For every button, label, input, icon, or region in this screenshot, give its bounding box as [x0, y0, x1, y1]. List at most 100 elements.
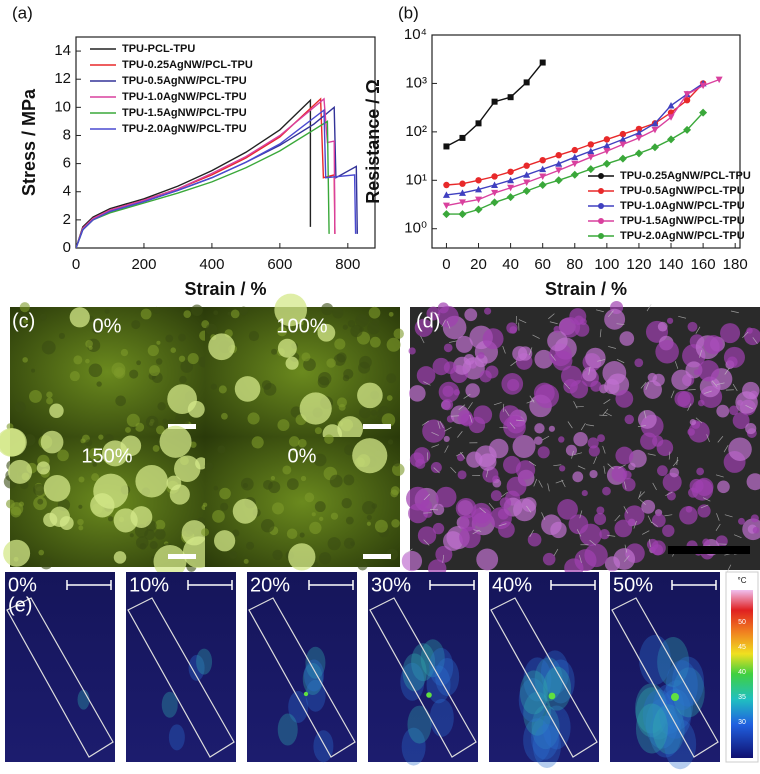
texture — [292, 447, 297, 453]
texture — [263, 383, 277, 396]
magenta-region — [558, 436, 565, 443]
magenta-region — [602, 361, 627, 385]
magenta-region — [688, 421, 710, 443]
bright-patch — [337, 416, 363, 442]
x-tick-label: 80 — [566, 256, 583, 273]
heat-spot — [420, 639, 445, 678]
magenta-region — [527, 532, 542, 547]
heat-spot — [429, 698, 454, 737]
fiber — [640, 382, 647, 389]
strain-label: 40% — [492, 574, 532, 596]
fiber — [450, 466, 457, 474]
magenta-region — [619, 331, 635, 346]
fiber — [541, 435, 550, 441]
bright-patch — [208, 333, 235, 361]
texture — [205, 323, 218, 336]
texture — [57, 449, 69, 462]
texture — [229, 550, 238, 559]
magenta-region — [628, 449, 647, 468]
texture — [213, 485, 219, 491]
magenta-region — [548, 425, 555, 432]
texture — [318, 552, 332, 565]
texture — [78, 525, 84, 531]
sample-outline — [369, 597, 477, 758]
texture — [301, 352, 311, 362]
magenta-region — [671, 369, 692, 390]
fiber — [550, 354, 556, 361]
fiber — [678, 316, 687, 319]
texture — [187, 353, 199, 365]
texture — [260, 518, 275, 533]
texture — [69, 371, 80, 382]
magenta-region — [503, 415, 526, 439]
fiber — [638, 491, 642, 499]
texture — [366, 514, 372, 521]
fiber — [576, 529, 582, 537]
colorbar — [731, 590, 753, 758]
magenta-region — [651, 513, 666, 528]
magenta-region — [535, 384, 560, 409]
fiber — [588, 366, 591, 375]
bright-patch — [274, 293, 308, 327]
marker — [475, 196, 483, 204]
magenta-region — [457, 410, 473, 426]
marker — [507, 176, 515, 184]
texture — [350, 325, 363, 338]
scale-bar — [66, 580, 112, 590]
marker — [490, 198, 499, 207]
texture — [88, 363, 103, 378]
y-tick-label: 10⁴ — [404, 26, 427, 43]
sample-outline — [490, 597, 598, 758]
fiber — [529, 529, 534, 538]
magenta-region — [689, 419, 697, 426]
fiber — [553, 464, 562, 467]
legend-label: TPU-PCL-TPU — [122, 43, 195, 55]
texture — [46, 397, 53, 405]
texture — [347, 319, 356, 328]
strain-label: 0% — [8, 574, 37, 596]
bright-patch — [166, 475, 182, 491]
fiber — [567, 421, 573, 429]
texture — [374, 519, 388, 533]
fiber — [488, 502, 495, 510]
magenta-region — [477, 352, 485, 359]
magenta-region — [453, 356, 472, 375]
magenta-region — [534, 349, 554, 369]
fiber — [706, 434, 710, 442]
scale-bar — [308, 580, 354, 590]
texture — [219, 487, 231, 500]
y-tick-label: 2 — [63, 211, 71, 228]
heat-spot — [642, 689, 675, 740]
fiber — [724, 367, 730, 375]
texture — [240, 477, 254, 491]
texture — [88, 447, 102, 461]
marker — [619, 141, 627, 148]
marker — [491, 181, 499, 188]
heat-spot — [659, 688, 692, 739]
magenta-region — [432, 503, 445, 516]
texture — [277, 419, 290, 432]
x-axis-title: Strain / % — [545, 279, 627, 299]
fiber — [603, 399, 611, 405]
sample-outline — [6, 597, 114, 758]
fiber — [467, 402, 473, 410]
marker — [443, 181, 450, 189]
magenta-region — [615, 389, 634, 408]
texture — [329, 474, 343, 488]
y-tick-label: 12 — [54, 70, 71, 87]
bright-patch — [36, 461, 51, 475]
magenta-region — [687, 428, 695, 436]
fiber — [458, 404, 466, 410]
series-line — [76, 108, 357, 248]
fiber — [593, 456, 597, 464]
magenta-region — [647, 372, 657, 383]
magenta-region — [666, 317, 674, 324]
x-tick-label: 160 — [691, 256, 716, 273]
texture — [157, 402, 166, 411]
texture — [111, 362, 126, 377]
magenta-region — [687, 321, 698, 332]
magenta-region — [697, 360, 720, 382]
heat-spot — [188, 654, 205, 681]
magenta-region — [473, 405, 493, 424]
heat-spot — [303, 659, 324, 692]
